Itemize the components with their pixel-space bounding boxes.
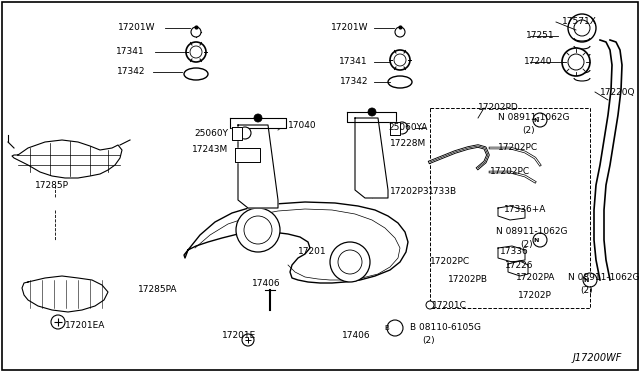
Polygon shape: [498, 206, 525, 220]
Text: N: N: [533, 237, 539, 243]
Polygon shape: [498, 246, 525, 262]
Text: N 08911-1062G: N 08911-1062G: [498, 113, 570, 122]
Text: 17243M: 17243M: [192, 145, 228, 154]
Circle shape: [562, 48, 590, 76]
Text: (2): (2): [520, 240, 532, 248]
Circle shape: [368, 108, 376, 116]
Text: 17201: 17201: [298, 247, 326, 257]
Text: 17201W: 17201W: [118, 23, 155, 32]
Text: 17336+A: 17336+A: [504, 205, 547, 215]
Circle shape: [186, 42, 206, 62]
Text: J17200WF: J17200WF: [573, 353, 622, 363]
Text: 17202PC: 17202PC: [490, 167, 530, 176]
Text: 17285P: 17285P: [35, 180, 69, 189]
Text: B: B: [385, 325, 389, 331]
Text: 17202PA: 17202PA: [516, 273, 556, 282]
Circle shape: [390, 50, 410, 70]
Text: 17202PC: 17202PC: [498, 144, 538, 153]
Text: 17201W: 17201W: [330, 23, 368, 32]
Polygon shape: [235, 148, 260, 162]
Text: 17406: 17406: [252, 279, 280, 289]
Text: 17040: 17040: [288, 122, 317, 131]
Polygon shape: [347, 112, 396, 122]
Text: (2): (2): [522, 125, 534, 135]
Circle shape: [338, 250, 362, 274]
Text: 17406: 17406: [342, 331, 371, 340]
Bar: [430, 108, 590, 308]
Circle shape: [242, 334, 254, 346]
Circle shape: [395, 27, 405, 37]
Circle shape: [254, 114, 262, 122]
Circle shape: [533, 113, 547, 127]
Text: 17571X: 17571X: [562, 17, 597, 26]
Polygon shape: [355, 118, 388, 198]
Text: 17228M: 17228M: [390, 138, 426, 148]
Text: N 08911-1062G: N 08911-1062G: [568, 273, 639, 282]
Text: 17202PC: 17202PC: [430, 257, 470, 266]
Text: 17201C: 17201C: [432, 301, 467, 311]
Text: 17201E: 17201E: [222, 330, 256, 340]
Text: 25060YA: 25060YA: [388, 124, 428, 132]
Circle shape: [396, 122, 408, 134]
Text: 17341: 17341: [339, 58, 368, 67]
Circle shape: [191, 27, 201, 37]
Text: 17202PD: 17202PD: [478, 103, 519, 112]
Text: 17202PB: 17202PB: [448, 276, 488, 285]
Text: 17201EA: 17201EA: [65, 321, 106, 330]
Text: 17342: 17342: [339, 77, 368, 87]
Text: 17336: 17336: [500, 247, 529, 257]
Text: (2): (2): [422, 336, 435, 344]
Circle shape: [51, 315, 65, 329]
Polygon shape: [22, 276, 108, 312]
Circle shape: [426, 301, 434, 309]
Circle shape: [236, 208, 280, 252]
Circle shape: [394, 54, 406, 66]
Circle shape: [533, 233, 547, 247]
Text: 1733B: 1733B: [428, 187, 457, 196]
Text: 17285PA: 17285PA: [138, 285, 177, 295]
Text: 25060Y: 25060Y: [194, 128, 228, 138]
Text: N: N: [533, 118, 539, 122]
Circle shape: [568, 54, 584, 70]
Text: 17240: 17240: [524, 58, 552, 67]
Polygon shape: [238, 125, 278, 208]
Text: (2): (2): [580, 285, 593, 295]
Text: B 08110-6105G: B 08110-6105G: [410, 324, 481, 333]
Text: 17251: 17251: [526, 32, 555, 41]
Polygon shape: [12, 140, 122, 178]
Circle shape: [568, 14, 596, 42]
Polygon shape: [390, 122, 400, 135]
Circle shape: [387, 320, 403, 336]
Text: 17226: 17226: [505, 260, 534, 269]
Circle shape: [190, 46, 202, 58]
Polygon shape: [232, 127, 242, 140]
Polygon shape: [230, 118, 286, 128]
Text: 17202P: 17202P: [518, 292, 552, 301]
Circle shape: [244, 216, 272, 244]
Circle shape: [574, 20, 590, 36]
Text: 17342: 17342: [116, 67, 145, 77]
Polygon shape: [508, 261, 528, 276]
Text: 17341: 17341: [116, 48, 145, 57]
Circle shape: [239, 127, 251, 139]
Text: N: N: [583, 278, 589, 282]
Text: N 08911-1062G: N 08911-1062G: [496, 228, 568, 237]
Polygon shape: [184, 202, 408, 283]
Circle shape: [583, 273, 597, 287]
Circle shape: [330, 242, 370, 282]
Text: 17202P3: 17202P3: [390, 187, 429, 196]
Text: 17220Q: 17220Q: [600, 87, 636, 96]
